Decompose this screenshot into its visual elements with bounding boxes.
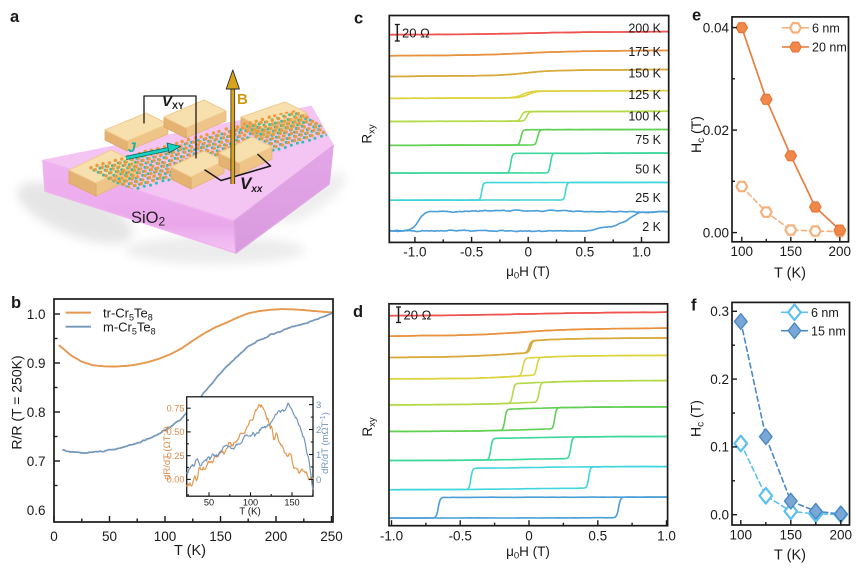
svg-text:2: 2 bbox=[316, 425, 321, 436]
svg-text:250: 250 bbox=[320, 529, 343, 544]
svg-text:0.50: 0.50 bbox=[167, 427, 185, 437]
svg-text:100: 100 bbox=[154, 529, 177, 544]
svg-text:75 K: 75 K bbox=[635, 133, 661, 147]
svg-text:200 K: 200 K bbox=[628, 21, 661, 35]
svg-text:0: 0 bbox=[524, 245, 532, 260]
svg-text:T (K): T (K) bbox=[774, 266, 806, 282]
svg-text:0.02: 0.02 bbox=[703, 123, 729, 138]
svg-text:150 K: 150 K bbox=[628, 67, 661, 81]
svg-text:0.3: 0.3 bbox=[710, 304, 729, 319]
svg-text:0.04: 0.04 bbox=[703, 20, 730, 35]
svg-text:b: b bbox=[11, 294, 21, 312]
svg-text:20 Ω: 20 Ω bbox=[402, 26, 430, 41]
svg-text:200: 200 bbox=[265, 529, 288, 544]
svg-text:a: a bbox=[10, 8, 20, 26]
svg-text:μ0H (T): μ0H (T) bbox=[506, 264, 550, 282]
svg-text:e: e bbox=[692, 7, 701, 25]
svg-text:0.00: 0.00 bbox=[167, 475, 185, 485]
svg-text:0: 0 bbox=[316, 475, 321, 486]
svg-text:150: 150 bbox=[209, 529, 232, 544]
svg-text:Hc (T): Hc (T) bbox=[688, 116, 707, 153]
svg-text:100: 100 bbox=[731, 244, 754, 259]
svg-text:dR/dT (mΩT-1): dR/dT (mΩT-1) bbox=[320, 412, 331, 474]
svg-text:50: 50 bbox=[204, 498, 214, 508]
svg-text:0.5: 0.5 bbox=[588, 529, 607, 544]
svg-text:d: d bbox=[353, 303, 363, 321]
svg-text:100 K: 100 K bbox=[628, 109, 661, 123]
svg-text:200: 200 bbox=[829, 244, 852, 259]
svg-text:2 K: 2 K bbox=[642, 220, 661, 234]
svg-text:m-Cr5Te8: m-Cr5Te8 bbox=[103, 320, 156, 337]
svg-text:μ0H (T): μ0H (T) bbox=[506, 544, 550, 562]
svg-text:T (K): T (K) bbox=[239, 507, 261, 518]
svg-text:100: 100 bbox=[730, 528, 753, 543]
svg-text:0: 0 bbox=[525, 529, 533, 544]
svg-text:0: 0 bbox=[50, 529, 58, 544]
svg-text:1.0: 1.0 bbox=[632, 245, 651, 260]
svg-text:1.0: 1.0 bbox=[27, 307, 46, 322]
svg-text:T (K): T (K) bbox=[774, 548, 806, 564]
svg-text:Hc (T): Hc (T) bbox=[688, 400, 707, 437]
svg-text:-0.5: -0.5 bbox=[460, 245, 483, 260]
svg-text:15 nm: 15 nm bbox=[811, 324, 846, 338]
svg-text:0.75: 0.75 bbox=[167, 404, 185, 414]
svg-text:0.7: 0.7 bbox=[27, 454, 46, 469]
svg-text:20 Ω: 20 Ω bbox=[404, 308, 432, 323]
svg-text:200: 200 bbox=[830, 528, 853, 543]
svg-text:0.9: 0.9 bbox=[27, 356, 46, 371]
svg-text:1.0: 1.0 bbox=[657, 529, 676, 544]
svg-text:T (K): T (K) bbox=[174, 543, 206, 559]
svg-text:100: 100 bbox=[243, 498, 258, 508]
svg-text:0.1: 0.1 bbox=[710, 440, 729, 455]
svg-text:dR/dT (ΩT-1): dR/dT (ΩT-1) bbox=[162, 426, 173, 480]
svg-text:125 K: 125 K bbox=[628, 88, 661, 102]
svg-text:f: f bbox=[691, 297, 697, 315]
svg-text:150: 150 bbox=[780, 244, 803, 259]
svg-text:6 nm: 6 nm bbox=[812, 21, 840, 35]
svg-text:0.6: 0.6 bbox=[27, 503, 46, 518]
svg-text:B: B bbox=[237, 91, 248, 108]
svg-text:150: 150 bbox=[284, 498, 299, 508]
svg-text:-0.5: -0.5 bbox=[449, 529, 472, 544]
svg-text:150: 150 bbox=[780, 528, 803, 543]
svg-text:R/R (T = 250K): R/R (T = 250K) bbox=[9, 355, 25, 449]
svg-text:20 nm: 20 nm bbox=[812, 41, 847, 55]
svg-text:175 K: 175 K bbox=[628, 45, 661, 59]
svg-text:1: 1 bbox=[316, 450, 321, 461]
svg-text:SiO2: SiO2 bbox=[131, 209, 166, 229]
svg-text:50: 50 bbox=[102, 529, 117, 544]
svg-text:0.25: 0.25 bbox=[167, 451, 185, 461]
svg-text:tr-Cr5Te8: tr-Cr5Te8 bbox=[103, 305, 153, 322]
svg-text:0.8: 0.8 bbox=[27, 405, 46, 420]
svg-text:0.00: 0.00 bbox=[703, 225, 729, 240]
svg-text:-1.0: -1.0 bbox=[403, 245, 426, 260]
svg-text:50 K: 50 K bbox=[635, 162, 661, 176]
svg-text:c: c bbox=[354, 10, 363, 28]
svg-text:J: J bbox=[128, 139, 137, 155]
svg-text:0.2: 0.2 bbox=[710, 372, 729, 387]
svg-text:6 nm: 6 nm bbox=[811, 306, 839, 320]
svg-text:25 K: 25 K bbox=[635, 191, 661, 205]
svg-text:0.5: 0.5 bbox=[576, 245, 595, 260]
svg-text:0.0: 0.0 bbox=[710, 507, 729, 522]
svg-text:3: 3 bbox=[316, 400, 321, 411]
svg-text:-1.0: -1.0 bbox=[380, 529, 403, 544]
